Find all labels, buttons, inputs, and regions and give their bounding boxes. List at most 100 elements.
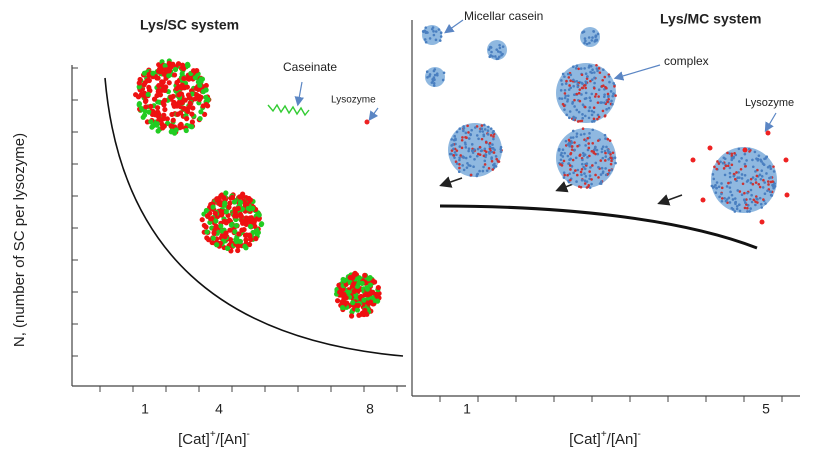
dot xyxy=(584,144,587,147)
dot xyxy=(773,182,776,185)
dot xyxy=(737,160,741,163)
dot xyxy=(596,69,599,73)
dot xyxy=(604,137,607,140)
dot xyxy=(610,99,613,103)
dot xyxy=(578,99,582,103)
dot xyxy=(592,106,596,110)
dot xyxy=(602,84,605,87)
label-part: /[An] xyxy=(216,431,247,448)
dot xyxy=(611,151,615,155)
dot xyxy=(744,201,747,205)
dot xyxy=(583,172,586,175)
dot xyxy=(340,276,346,283)
dot xyxy=(488,147,492,151)
dot xyxy=(170,101,177,107)
dot xyxy=(587,184,591,187)
dot xyxy=(586,156,589,159)
dot xyxy=(201,111,208,117)
dot xyxy=(455,162,459,165)
dot xyxy=(762,198,765,201)
dot xyxy=(746,206,749,210)
dot xyxy=(192,96,198,102)
dot xyxy=(760,169,764,173)
dot xyxy=(584,139,588,142)
dot xyxy=(568,110,572,113)
dot xyxy=(583,67,586,70)
dot xyxy=(432,30,435,33)
dot xyxy=(566,154,570,158)
dot xyxy=(726,151,729,155)
dot xyxy=(568,142,572,146)
dot xyxy=(475,154,479,158)
dot xyxy=(760,206,764,209)
dot xyxy=(609,162,613,166)
dot xyxy=(581,158,584,162)
dot xyxy=(588,96,592,100)
dot xyxy=(469,173,473,177)
dot xyxy=(575,80,579,83)
dot xyxy=(464,135,467,139)
dot xyxy=(189,119,195,125)
dot xyxy=(569,157,573,161)
dot xyxy=(590,109,594,113)
left-title: Lys/SC system xyxy=(140,17,239,33)
dot xyxy=(768,190,772,194)
dot xyxy=(580,93,583,96)
dot xyxy=(613,85,616,88)
dot xyxy=(583,179,587,182)
dot xyxy=(362,272,368,278)
dot xyxy=(572,65,575,68)
dot xyxy=(569,79,572,83)
dot xyxy=(366,276,372,282)
dot xyxy=(754,203,757,207)
dot xyxy=(582,30,586,34)
dot xyxy=(179,100,185,106)
arrow xyxy=(444,19,464,34)
dot xyxy=(730,163,734,167)
dot xyxy=(451,143,455,146)
dot xyxy=(481,169,485,173)
dot xyxy=(772,165,775,168)
dot xyxy=(490,156,493,159)
dot xyxy=(764,202,767,205)
dot xyxy=(495,157,499,161)
dot xyxy=(729,190,732,194)
dot xyxy=(562,104,566,108)
dot xyxy=(720,199,724,203)
dot xyxy=(455,130,459,134)
dot xyxy=(753,150,757,154)
dot xyxy=(492,129,495,133)
dot xyxy=(462,126,466,130)
dot xyxy=(574,156,578,160)
dot xyxy=(233,223,240,229)
dot xyxy=(490,159,494,163)
dot xyxy=(487,48,491,51)
dot xyxy=(586,148,590,152)
dot xyxy=(734,202,737,206)
dot xyxy=(728,186,732,189)
dot xyxy=(212,210,218,216)
lysozyme-dot xyxy=(700,197,706,203)
dot xyxy=(580,81,583,85)
dot xyxy=(583,114,587,118)
x-axis-label: [Cat]+/[An]- xyxy=(178,429,250,448)
dot xyxy=(758,173,762,177)
lysozyme-dot xyxy=(707,145,713,151)
dot xyxy=(487,125,490,129)
dot xyxy=(559,153,563,157)
dot xyxy=(489,54,493,57)
dot xyxy=(591,68,594,71)
dot xyxy=(434,38,438,42)
dot xyxy=(148,103,154,109)
dot xyxy=(224,245,231,251)
dot xyxy=(593,87,596,90)
dot xyxy=(600,150,604,154)
dot xyxy=(470,128,473,132)
dot xyxy=(772,170,776,173)
dot xyxy=(750,193,753,197)
dot xyxy=(559,163,562,166)
dot xyxy=(433,68,437,71)
dot xyxy=(178,84,185,91)
dot xyxy=(338,292,345,298)
dot xyxy=(156,82,162,89)
